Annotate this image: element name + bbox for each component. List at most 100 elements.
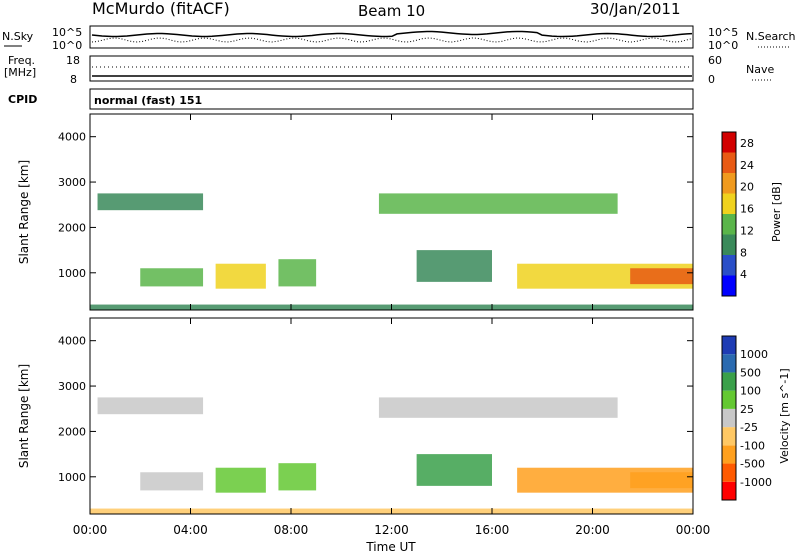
- x-tick-label: 08:00: [274, 523, 309, 537]
- power-ylabel: Slant Range [km]: [17, 160, 31, 264]
- velocity-region-4: [215, 467, 266, 493]
- x-tick-label: 00:00: [676, 523, 711, 537]
- colorbar-segment: [722, 152, 736, 173]
- nsearch-trace: [91, 37, 693, 43]
- velocity-panel: 1000 2000 3000 4000 00:00 04:00 08:00 12:00 16:…: [17, 317, 791, 537]
- colorbar-frame: [721, 131, 737, 297]
- x-tick-label: 20:00: [575, 523, 610, 537]
- colorbar-tick-label: 24: [740, 159, 754, 172]
- colorbar-segment: [722, 372, 736, 391]
- colorbar-tick-label: -500: [740, 458, 765, 471]
- colorbar-tick-label: 25: [740, 403, 754, 416]
- velocity-colorbar-label: Velocity [m s^-1]: [778, 368, 791, 463]
- nave-tick-top: 60: [708, 54, 722, 67]
- cpid-label: CPID: [8, 93, 37, 106]
- colorbar-tick-label: 8: [740, 246, 747, 259]
- power-panel: 1000 2000 3000 4000 Slant Range [km] 4 8 12 16…: [17, 113, 783, 311]
- colorbar-segment: [722, 336, 736, 355]
- velocity-colorbar: 1000 500 100 25 -25 -100 -500 -1000: [721, 335, 772, 501]
- colorbar-tick-label: 16: [740, 203, 754, 216]
- nsearch-tick-bottom: 10^0: [708, 39, 738, 52]
- freq-tick-top: 18: [66, 54, 80, 67]
- velocity-region-1: [97, 397, 204, 415]
- colorbar-segment: [722, 354, 736, 373]
- freq-units: [MHz]: [4, 66, 36, 79]
- power-region-5: [278, 259, 317, 287]
- nsky-tick-bottom: 10^0: [52, 39, 82, 52]
- power-x-ticks: [89, 114, 694, 310]
- velocity-region-8: [630, 472, 693, 489]
- nave-tick-bottom: 0: [708, 73, 715, 86]
- velocity-x-ticks: 00:00 04:00 08:00 12:00 16:00 20:00 00:00: [73, 318, 711, 537]
- nsky-panel: [89, 25, 694, 49]
- colorbar-tick-label: -25: [740, 421, 758, 434]
- y-tick-label: 4000: [58, 335, 86, 348]
- velocity-ylabel: Slant Range [km]: [17, 364, 31, 468]
- colorbar-segment: [722, 132, 736, 153]
- power-region-6: [416, 250, 492, 282]
- colorbar-tick-label: 4: [740, 268, 747, 281]
- power-colorbar-label: Power [dB]: [770, 182, 783, 242]
- colorbar-tick-label: 500: [740, 366, 761, 379]
- colorbar-segment: [722, 173, 736, 194]
- y-tick-label: 2000: [58, 425, 86, 438]
- y-tick-label: 1000: [58, 471, 86, 484]
- colorbar-tick-label: 100: [740, 385, 761, 398]
- colorbar-segment: [722, 445, 736, 464]
- colorbar-segment: [722, 255, 736, 276]
- nave-label: Nave: [746, 63, 774, 76]
- colorbar-segment: [722, 463, 736, 482]
- nsky-label: N.Sky: [2, 30, 34, 43]
- date-title: 30/Jan/2011: [590, 0, 681, 18]
- nsearch-tick-top: 10^5: [708, 26, 738, 39]
- colorbar-tick-label: 1000: [740, 348, 768, 361]
- freq-tick-bottom: 8: [70, 73, 77, 86]
- power-colorbar: 4 8 12 16 20 24 28: [721, 131, 754, 297]
- power-region-8: [630, 268, 693, 285]
- colorbar-segment: [722, 427, 736, 446]
- power-y-ticks: 1000 2000 3000 4000: [58, 131, 693, 280]
- freq-label: Freq.: [8, 54, 35, 67]
- nsky-tick-top: 10^5: [52, 26, 82, 39]
- y-tick-label: 3000: [58, 380, 86, 393]
- colorbar-frame: [721, 335, 737, 501]
- nsky-trace: [91, 30, 693, 38]
- colorbar-segment: [722, 214, 736, 235]
- colorbar-tick-label: 12: [740, 224, 754, 237]
- freq-panel: [89, 55, 694, 82]
- velocity-y-ticks: 1000 2000 3000 4000: [58, 335, 693, 484]
- y-tick-label: 3000: [58, 176, 86, 189]
- velocity-region-5: [278, 463, 317, 491]
- power-region-1: [97, 193, 204, 211]
- velocity-region-6: [416, 454, 492, 486]
- colorbar-segment: [722, 481, 736, 500]
- beam-title: Beam 10: [358, 2, 425, 20]
- velocity-region-2: [378, 397, 618, 418]
- time-axis-label: Time UT: [365, 540, 416, 554]
- colorbar-segment: [722, 234, 736, 255]
- power-region-4: [215, 263, 266, 289]
- y-tick-label: 1000: [58, 267, 86, 280]
- y-tick-label: 4000: [58, 131, 86, 144]
- colorbar-segment: [722, 193, 736, 214]
- nsearch-label: N.Search: [746, 30, 796, 43]
- power-region-3: [140, 268, 204, 287]
- x-tick-label: 12:00: [374, 523, 409, 537]
- colorbar-segment: [722, 390, 736, 409]
- colorbar-segment: [722, 275, 736, 296]
- x-tick-label: 04:00: [173, 523, 208, 537]
- station-title: McMurdo (fitACF): [92, 0, 230, 18]
- cpid-value: normal (fast) 151: [94, 94, 202, 107]
- x-tick-label: 00:00: [73, 523, 108, 537]
- colorbar-tick-label: 20: [740, 181, 754, 194]
- colorbar-tick-label: 28: [740, 137, 754, 150]
- velocity-region-3: [140, 472, 204, 491]
- colorbar-tick-label: -1000: [740, 476, 772, 489]
- x-tick-label: 16:00: [475, 523, 510, 537]
- colorbar-segment: [722, 408, 736, 428]
- y-tick-label: 2000: [58, 221, 86, 234]
- cpid-panel: [89, 88, 694, 110]
- power-region-2: [378, 193, 618, 214]
